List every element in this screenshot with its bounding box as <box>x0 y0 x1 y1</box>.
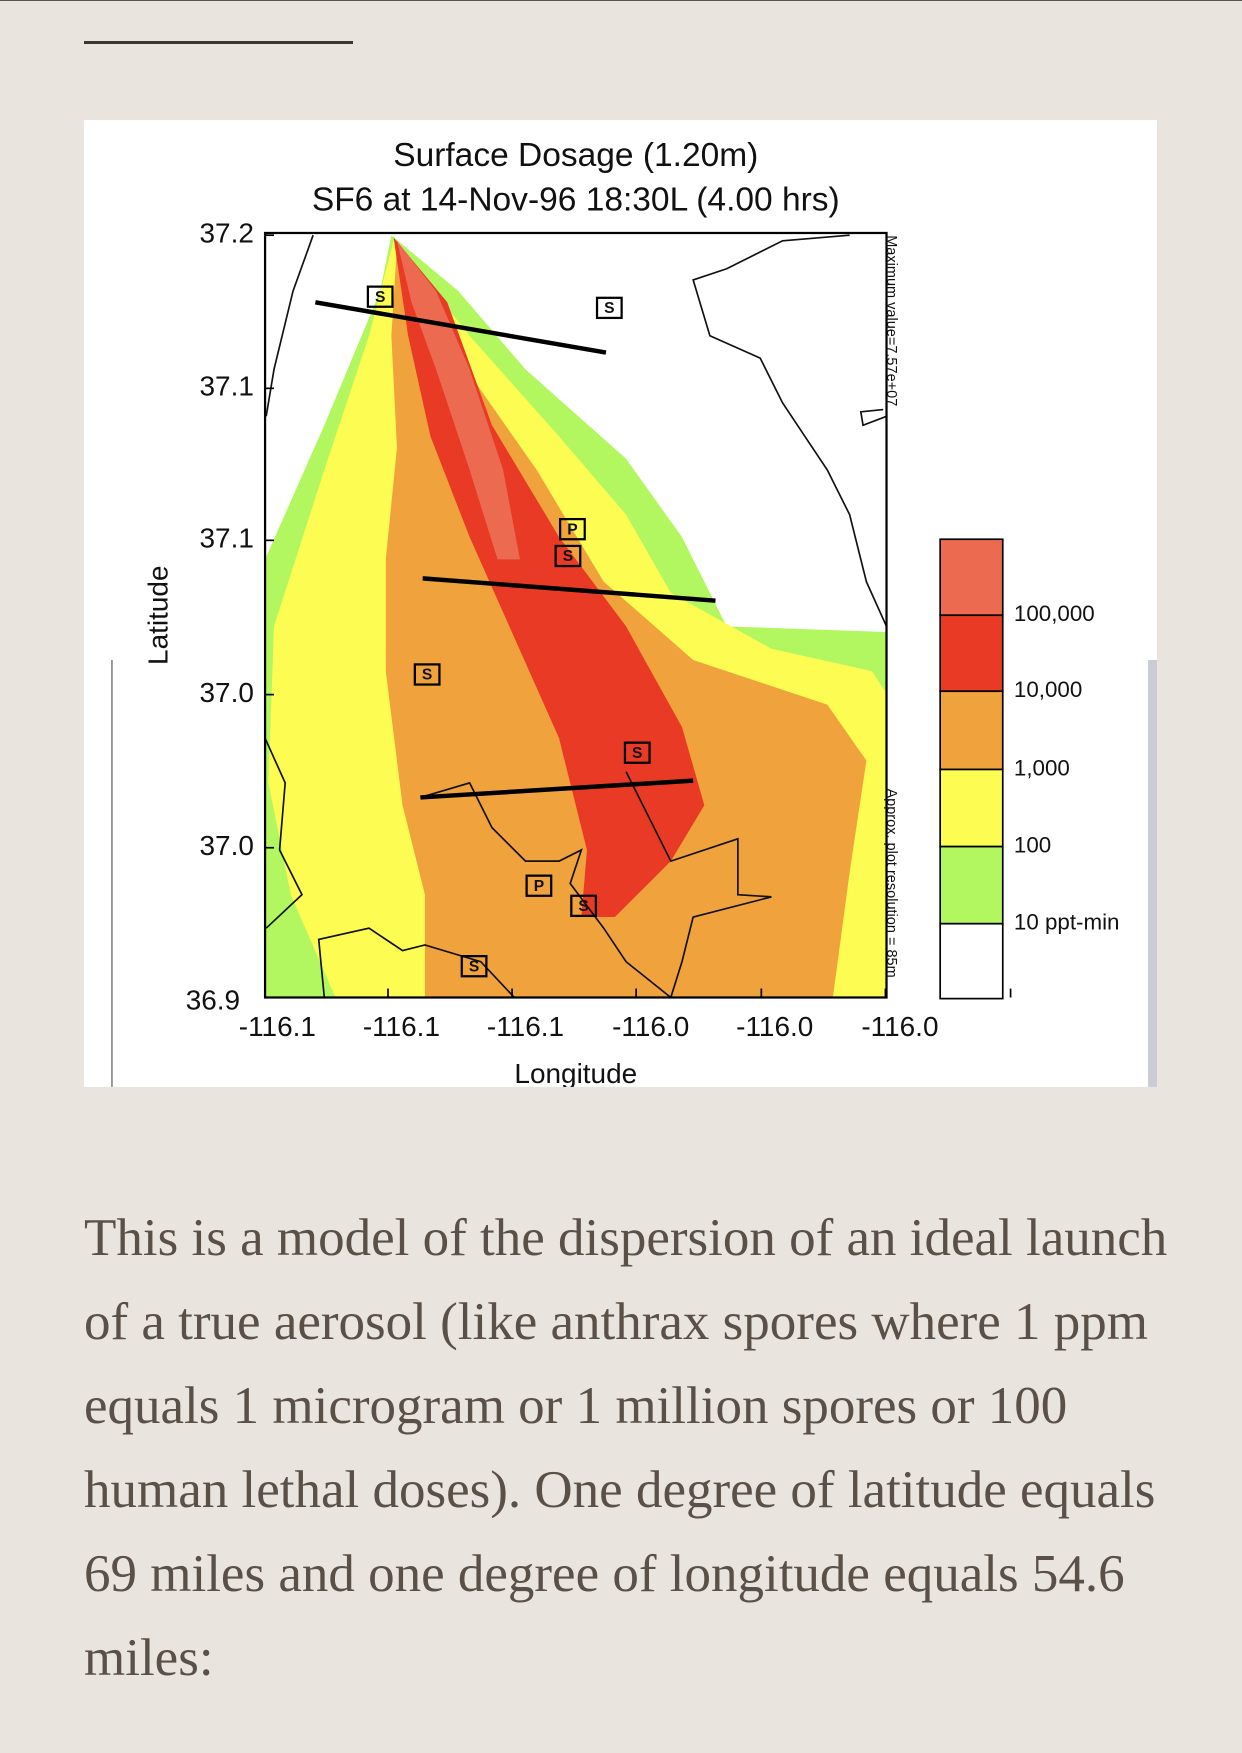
side-note: Maximum value=7.57e+07 <box>883 235 899 406</box>
legend-label: 10,000 <box>1014 677 1082 702</box>
marker-label: S <box>578 898 588 915</box>
marker-label: P <box>534 878 544 895</box>
boundaries <box>264 234 888 999</box>
edge-artifact <box>1148 659 1157 1087</box>
marker-box <box>525 874 553 897</box>
marker-label: S <box>422 667 432 684</box>
marker-box <box>554 544 582 568</box>
legend-swatch <box>939 922 1004 1000</box>
y-tick-label: 37.1 <box>200 523 254 554</box>
x-tick-label: -116.1 <box>363 1011 440 1042</box>
y-tick-label: 36.9 <box>186 984 240 1015</box>
zone-1000 <box>385 246 867 998</box>
marker-box <box>595 296 623 320</box>
marker-box <box>559 517 586 541</box>
x-tick-label: -116.0 <box>861 1011 938 1042</box>
marker-label: S <box>375 289 385 306</box>
x-tick-label: -116.1 <box>487 1011 564 1042</box>
marker-label: S <box>604 300 614 317</box>
marker-box <box>366 285 394 308</box>
top-border <box>0 0 1242 1</box>
marker-box <box>413 663 441 686</box>
divider <box>84 41 353 44</box>
figure: Surface Dosage (1.20m) SF6 at 14-Nov-96 … <box>84 120 1157 1087</box>
legend-label: 100 <box>1014 833 1051 858</box>
y-tick-label: 37.2 <box>200 218 254 249</box>
marker-box <box>460 955 488 978</box>
legend-swatch <box>939 768 1004 848</box>
title: Surface Dosage (1.20m) <box>393 137 758 174</box>
y-tick-label: 37.0 <box>200 830 254 861</box>
x-tick-label: -116.0 <box>736 1011 813 1042</box>
marker-label: S <box>469 958 479 975</box>
legend-label: 10 ppt-min <box>1014 910 1120 935</box>
marker-label: S <box>563 548 573 565</box>
marker-box <box>570 894 598 918</box>
legend-swatch <box>939 614 1004 693</box>
body-text: This is a model of the dispersion of an … <box>84 1209 1168 1687</box>
y-axis-label: Latitude <box>142 566 173 665</box>
plot-frame <box>263 231 888 999</box>
legend-label: 1,000 <box>1014 755 1070 780</box>
legend-label: 100,000 <box>1014 601 1095 626</box>
legend-swatch <box>939 845 1004 925</box>
transects <box>314 300 716 800</box>
x-tick-label: -116.0 <box>612 1011 689 1042</box>
side-note: Approx. plot resolution = 85m <box>883 788 899 977</box>
marker-label: S <box>632 745 642 762</box>
legend-swatch <box>939 538 1004 617</box>
legend-swatch <box>939 690 1004 771</box>
y-tick-label: 37.1 <box>200 371 254 402</box>
marker-box <box>623 741 651 764</box>
x-tick-label: -116.1 <box>239 1011 316 1042</box>
marker-label: P <box>567 521 577 538</box>
x-axis-label: Longitude <box>514 1058 637 1087</box>
y-tick-label: 37.0 <box>200 677 254 708</box>
title: SF6 at 14-Nov-96 18:30L (4.00 hrs) <box>312 182 840 219</box>
